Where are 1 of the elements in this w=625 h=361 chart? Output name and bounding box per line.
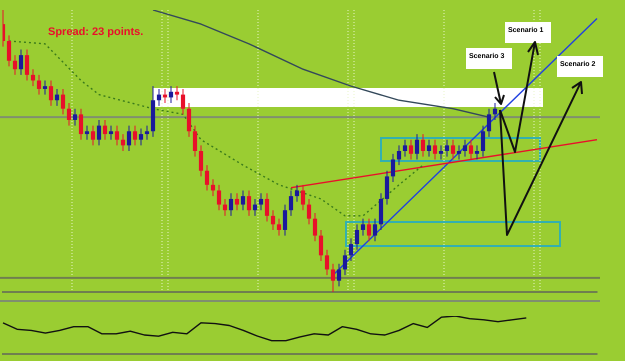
annotation: Spread: 23 points.: [48, 26, 144, 38]
